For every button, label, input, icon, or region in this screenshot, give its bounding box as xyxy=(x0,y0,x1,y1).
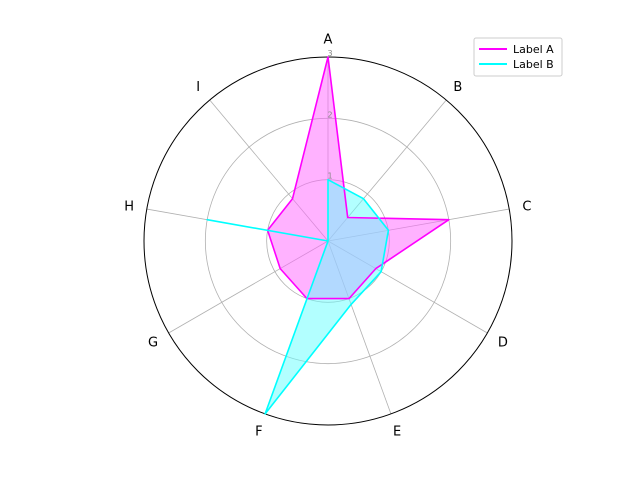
r-tick-label-1: 1 xyxy=(327,172,332,181)
series-layer xyxy=(206,56,450,415)
axis-label-E: E xyxy=(393,424,401,439)
axis-label-I: I xyxy=(196,80,200,95)
legend: Label A Label B xyxy=(473,37,563,77)
axis-label-D: D xyxy=(498,336,508,351)
series-line-0 xyxy=(266,56,450,300)
legend-label-0: Label A xyxy=(513,43,554,56)
axis-label-A: A xyxy=(324,33,333,48)
axis-label-H: H xyxy=(124,199,134,214)
axis-label-C: C xyxy=(522,199,531,214)
r-tick-label-2: 2 xyxy=(327,110,332,119)
label-layer: A B C D E F G H I 1 2 3 xyxy=(124,33,531,440)
legend-box xyxy=(473,37,563,77)
axis-label-B: B xyxy=(453,80,462,95)
axis-label-F: F xyxy=(255,424,262,439)
r-tick-label-3: 3 xyxy=(327,49,332,58)
series-line-1 xyxy=(206,178,390,415)
legend-label-1: Label B xyxy=(513,58,554,71)
axis-label-G: G xyxy=(148,336,158,351)
series-fill-1 xyxy=(207,179,389,414)
